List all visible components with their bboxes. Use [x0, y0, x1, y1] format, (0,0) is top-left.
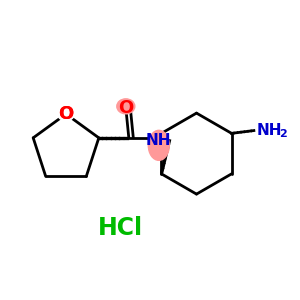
Text: O: O [58, 105, 74, 123]
Text: O: O [58, 105, 74, 123]
Text: 2: 2 [280, 129, 287, 139]
Ellipse shape [58, 107, 74, 121]
Ellipse shape [148, 130, 169, 160]
Text: HCl: HCl [98, 216, 142, 240]
Ellipse shape [117, 99, 135, 114]
Text: NH: NH [146, 133, 172, 148]
Text: NH: NH [257, 123, 283, 138]
Text: O: O [118, 99, 134, 117]
